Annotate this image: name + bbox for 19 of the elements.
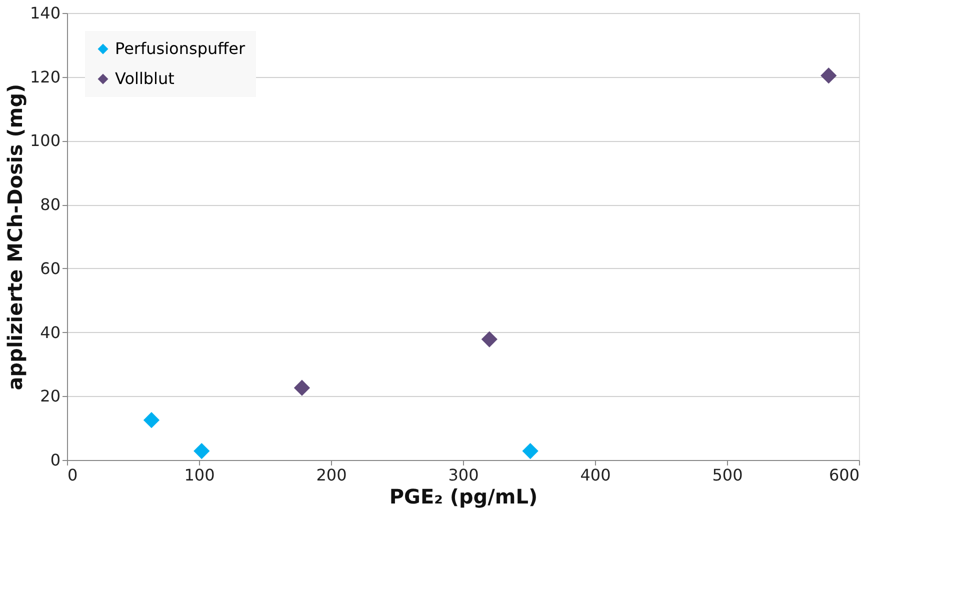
x-tick-label: 300 (448, 466, 479, 484)
x-tick-label: 200 (316, 466, 347, 484)
y-axis-title: applizierte MCh-Dosis (mg) (2, 84, 27, 390)
y-tick-label: 40 (40, 322, 60, 342)
x-tick-label: 0 (68, 466, 78, 484)
x-tick-label: 400 (580, 466, 611, 484)
y-tick-label: 140 (30, 4, 60, 22)
x-tick-label: 600 (828, 466, 860, 484)
x-axis-title: PGE₂ (pg/mL) (389, 484, 538, 508)
legend-label: Perfusionspuffer (115, 39, 246, 58)
x-tick-label: 100 (184, 466, 215, 484)
legend-label: Vollblut (115, 69, 174, 88)
y-tick-label: 80 (40, 195, 60, 214)
x-tick-label: 500 (712, 466, 743, 484)
y-tick-label: 0 (50, 450, 60, 470)
y-tick-label: 100 (30, 131, 60, 150)
y-tick-label: 20 (40, 386, 60, 406)
y-tick-label: 60 (40, 258, 60, 278)
y-tick-label: 120 (30, 67, 60, 86)
